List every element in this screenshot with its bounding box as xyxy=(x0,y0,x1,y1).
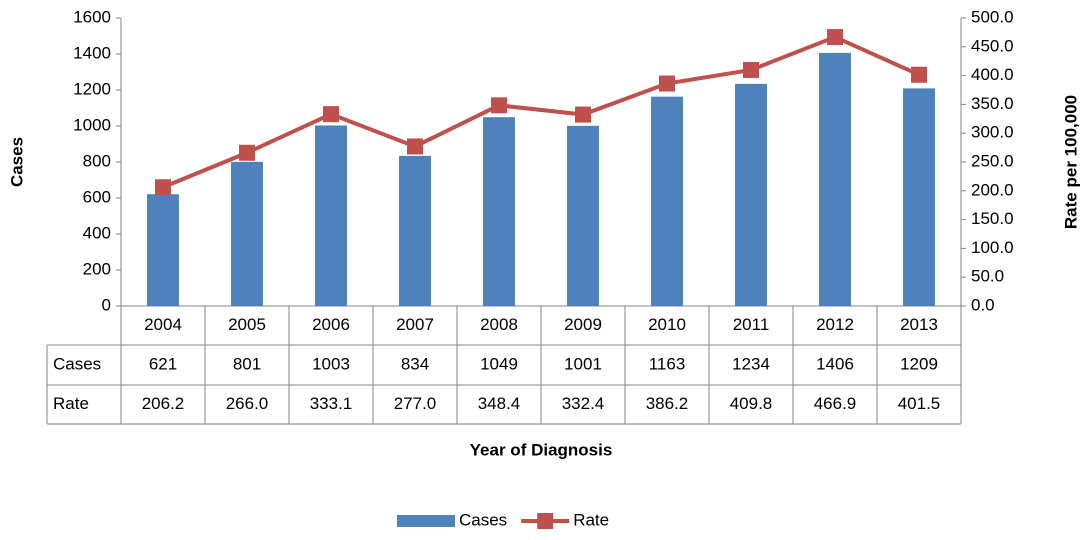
marker xyxy=(659,75,675,92)
x-tick-label: 2008 xyxy=(480,315,518,334)
table-cell: 801 xyxy=(233,354,261,373)
y2-tick-label: 200.0 xyxy=(971,180,1014,199)
marker xyxy=(407,138,423,155)
table-cell: 277.0 xyxy=(394,394,437,413)
y2-tick-label: 50.0 xyxy=(971,267,1004,286)
marker xyxy=(743,61,759,78)
marker xyxy=(239,144,255,161)
x-tick-label: 2013 xyxy=(900,315,938,334)
y2-tick-label: 500.0 xyxy=(971,7,1014,26)
x-tick-label: 2007 xyxy=(396,315,434,334)
bar xyxy=(567,125,599,306)
table-cell: 1234 xyxy=(732,354,770,373)
bar xyxy=(399,155,431,306)
y-tick-label: 800 xyxy=(83,151,111,170)
x-tick-label: 2010 xyxy=(648,315,686,334)
x-tick-label: 2006 xyxy=(312,315,350,334)
legend-swatch xyxy=(397,515,455,527)
marker xyxy=(491,97,507,114)
table-cell: 348.4 xyxy=(478,394,521,413)
x-tick-label: 2012 xyxy=(816,315,854,334)
legend-label: Rate xyxy=(573,510,609,529)
table-cell: 621 xyxy=(149,354,177,373)
y-axis-title: Cases xyxy=(7,137,26,187)
table-cell: 1003 xyxy=(312,354,350,373)
table-cell: 266.0 xyxy=(226,394,269,413)
table-cell: 1406 xyxy=(816,354,854,373)
table-row-label: Rate xyxy=(53,394,89,413)
y-tick-label: 1400 xyxy=(73,43,111,62)
legend-label: Cases xyxy=(459,510,507,529)
y2-tick-label: 100.0 xyxy=(971,238,1014,257)
table-cell: 409.8 xyxy=(730,394,773,413)
table-cell: 386.2 xyxy=(646,394,689,413)
bar xyxy=(651,96,683,306)
table-cell: 333.1 xyxy=(310,394,353,413)
table-cell: 1001 xyxy=(564,354,602,373)
y-tick-label: 400 xyxy=(83,223,111,242)
bar xyxy=(231,161,263,306)
marker xyxy=(827,29,843,46)
y-tick-label: 0 xyxy=(102,295,111,314)
legend-swatch xyxy=(537,513,554,529)
bar xyxy=(315,125,347,307)
y2-tick-label: 400.0 xyxy=(971,65,1014,84)
table-cell: 332.4 xyxy=(562,394,605,413)
y2-tick-label: 300.0 xyxy=(971,123,1014,142)
x-tick-label: 2005 xyxy=(228,315,266,334)
x-tick-label: 2004 xyxy=(144,315,182,334)
bar xyxy=(483,117,515,307)
y2-tick-label: 250.0 xyxy=(971,151,1014,170)
y2-tick-label: 0.0 xyxy=(971,295,995,314)
marker xyxy=(155,179,171,196)
bar xyxy=(819,52,851,306)
x-tick-label: 2011 xyxy=(733,315,770,334)
y2-tick-label: 150.0 xyxy=(971,209,1014,228)
table-cell: 834 xyxy=(401,354,429,373)
line xyxy=(162,34,920,190)
y-tick-label: 1200 xyxy=(73,79,111,98)
y-tick-label: 600 xyxy=(83,187,111,206)
y2-axis-title: Rate per 100,000 xyxy=(1061,95,1080,229)
table-cell: 206.2 xyxy=(142,394,185,413)
y2-tick-label: 350.0 xyxy=(971,94,1014,113)
marker xyxy=(911,66,927,83)
bar xyxy=(735,83,767,306)
y-tick-label: 1000 xyxy=(73,115,111,134)
y2-tick-label: 450.0 xyxy=(971,36,1014,55)
marker xyxy=(323,106,339,123)
y-tick-label: 200 xyxy=(83,259,111,278)
table-cell: 1209 xyxy=(900,354,938,373)
x-axis-title: Year of Diagnosis xyxy=(470,440,613,459)
table-cell: 466.9 xyxy=(814,394,857,413)
table-row-label: Cases xyxy=(53,354,101,373)
bar xyxy=(147,194,179,306)
bar xyxy=(903,88,935,306)
marker xyxy=(575,106,591,123)
table-cell: 1163 xyxy=(649,354,686,373)
x-tick-label: 2009 xyxy=(564,315,602,334)
y-tick-label: 1600 xyxy=(73,7,111,26)
table-cell: 1049 xyxy=(480,354,518,373)
table-cell: 401.5 xyxy=(898,394,941,413)
